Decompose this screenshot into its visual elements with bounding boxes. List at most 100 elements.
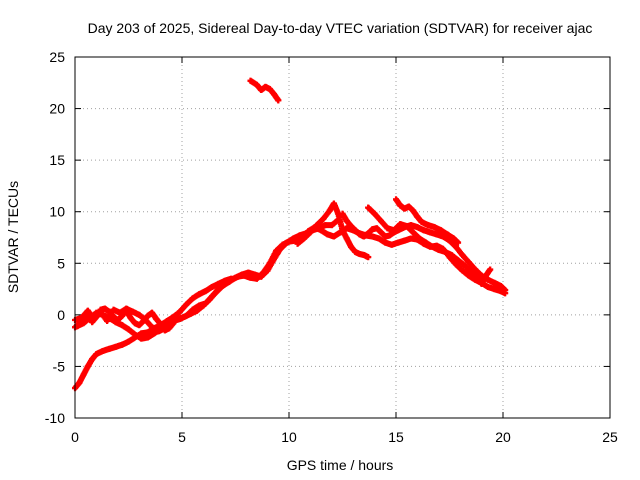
data-point [422, 239, 429, 246]
data-point [129, 308, 136, 315]
data-point [371, 210, 378, 217]
data-point [348, 243, 355, 250]
data-point [373, 225, 380, 232]
data-point [127, 314, 134, 321]
data-point [450, 235, 457, 242]
series-satellite-track-6 [339, 210, 509, 294]
data-point [375, 235, 382, 242]
data-point [416, 235, 423, 242]
y-tick-label: 5 [57, 255, 65, 271]
data-point [247, 274, 254, 281]
data-point [215, 286, 222, 293]
data-point [119, 322, 126, 329]
data-point [253, 275, 260, 282]
data-point [401, 205, 408, 212]
data-point [474, 274, 481, 281]
data-point [153, 315, 160, 322]
data-point [431, 224, 438, 231]
data-point [378, 229, 385, 236]
data-point [420, 227, 427, 234]
data-point [112, 343, 119, 350]
data-point [328, 222, 335, 229]
data-point [397, 221, 404, 228]
data-point [161, 327, 168, 334]
data-point [320, 215, 327, 222]
data-point [403, 223, 410, 230]
x-axis-title: GPS time / hours [287, 457, 394, 473]
y-tick-label: -5 [53, 358, 66, 374]
data-point [76, 379, 83, 386]
data-point [136, 322, 143, 329]
data-point [183, 312, 190, 319]
data-point [183, 301, 190, 308]
series-satellite-track-4 [247, 77, 282, 104]
data-point [425, 222, 432, 229]
data-series [72, 77, 509, 392]
data-point [258, 87, 265, 94]
chart-title: Day 203 of 2025, Sidereal Day-to-day VTE… [88, 20, 593, 36]
data-point [497, 282, 504, 289]
data-point [119, 341, 126, 348]
data-point [247, 77, 254, 84]
data-point [279, 241, 286, 248]
data-point [313, 222, 320, 229]
data-point [455, 239, 462, 246]
data-point [485, 284, 492, 291]
data-point [106, 308, 113, 315]
y-tick-label: 10 [49, 204, 65, 220]
data-point [339, 227, 346, 234]
y-axis-title: SDTVAR / TECUs [5, 181, 21, 293]
data-point [266, 85, 273, 92]
data-point [360, 252, 367, 259]
data-point [208, 284, 215, 291]
x-tick-label: 20 [495, 429, 511, 445]
data-point [360, 233, 367, 240]
data-point [176, 315, 183, 322]
data-point [93, 351, 100, 358]
data-point [467, 268, 474, 275]
plot-frame [74, 56, 611, 419]
data-point [76, 321, 83, 328]
x-tick-label: 15 [388, 429, 404, 445]
data-point [125, 326, 132, 333]
data-point [410, 229, 417, 236]
data-point [106, 345, 113, 352]
data-point [405, 203, 412, 210]
data-point [384, 225, 391, 232]
data-point [444, 231, 451, 238]
data-point [418, 219, 425, 226]
data-point [388, 241, 395, 248]
data-point [149, 309, 156, 316]
data-point [502, 287, 509, 294]
data-point [99, 347, 106, 354]
data-point [348, 223, 355, 230]
data-point [393, 196, 399, 203]
data-point [101, 305, 108, 312]
data-point [365, 230, 372, 237]
data-point [157, 321, 164, 328]
data-point [459, 252, 466, 259]
data-point [487, 266, 494, 273]
data-point [397, 202, 404, 209]
data-point [176, 308, 183, 315]
data-point [465, 272, 472, 279]
data-point [110, 313, 117, 320]
data-point [202, 300, 209, 307]
data-point [491, 279, 498, 286]
data-point [401, 237, 408, 244]
data-point [119, 312, 126, 319]
data-point [123, 307, 130, 314]
data-point [414, 213, 421, 220]
data-point [253, 81, 260, 88]
data-point [166, 325, 173, 332]
data-point [228, 276, 235, 283]
data-point [437, 227, 444, 234]
y-tick-label: 20 [49, 101, 65, 117]
tick-labels: 0 5 10 15 20 25 -10 -5 0 5 10 15 20 25 [45, 49, 618, 445]
data-point [459, 267, 466, 274]
data-point [324, 231, 331, 238]
data-point [294, 240, 301, 247]
data-point [369, 233, 376, 240]
y-tick-label: 0 [57, 307, 65, 323]
